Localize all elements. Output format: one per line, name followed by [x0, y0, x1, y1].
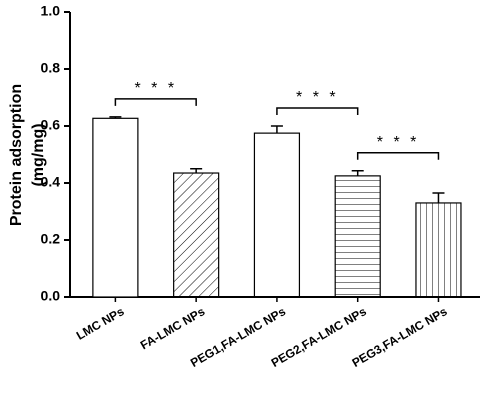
- bar: [92, 117, 139, 298]
- significance-bracket: [356, 151, 440, 160]
- error-bar: [432, 192, 445, 203]
- y-axis-label: (mg/mg): [30, 123, 47, 186]
- y-tick-label: 0.0: [41, 288, 61, 304]
- error-bar: [351, 169, 364, 176]
- bar: [334, 175, 381, 298]
- significance-bracket: [114, 98, 197, 106]
- bar: [173, 172, 220, 298]
- error-bar: [190, 168, 203, 174]
- x-tick-group: FA-LMC NPs: [138, 304, 208, 352]
- x-tick-group: LMC NPs: [74, 304, 127, 343]
- significance-label: * * *: [377, 134, 420, 151]
- y-tick-label: 0.8: [41, 60, 61, 76]
- y-axis-label: Protein adsorption: [8, 84, 25, 226]
- bar: [415, 202, 462, 298]
- significance-label: * * *: [296, 89, 339, 106]
- significance-bracket: [276, 107, 359, 115]
- x-tick-label: FA-LMC NPs: [138, 304, 208, 352]
- significance-label: * * *: [134, 80, 177, 97]
- x-tick-label: LMC NPs: [74, 304, 127, 343]
- y-tick-label: 1.0: [41, 3, 61, 19]
- error-bar: [270, 125, 283, 134]
- y-tick-label: 0.6: [41, 117, 61, 133]
- bar: [253, 132, 301, 298]
- error-bar: [109, 116, 122, 119]
- y-tick-label: 0.4: [41, 174, 61, 190]
- y-tick-label: 0.2: [41, 231, 61, 247]
